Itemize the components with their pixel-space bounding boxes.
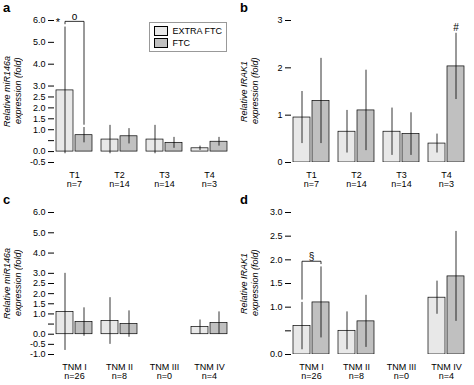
svg-text:2.0: 2.0	[33, 289, 46, 299]
html-text:b: b	[240, 0, 248, 15]
svg-text:1.0: 1.0	[33, 125, 46, 135]
html-text:a: a	[3, 0, 11, 15]
svg-text:TNM IIIn=0: TNM IIIn=0	[150, 362, 180, 381]
html-text:c: c	[3, 192, 11, 207]
svg-text:5.0: 5.0	[33, 228, 46, 238]
svg-text:1.5: 1.5	[33, 114, 46, 124]
svg-text:TNM IVn=4: TNM IVn=4	[431, 362, 462, 381]
svg-text:TNM In=26: TNM In=26	[62, 362, 87, 381]
svg-text:T4n=3: T4n=3	[202, 170, 217, 189]
svg-text:-1.0: -1.0	[30, 349, 46, 359]
svg-text:5.0: 5.0	[33, 37, 46, 47]
svg-text:TNM IVn=4: TNM IVn=4	[194, 362, 225, 381]
svg-text:#: #	[453, 22, 459, 33]
svg-text:2.5: 2.5	[33, 92, 46, 102]
svg-text:-0.5: -0.5	[30, 339, 46, 349]
svg-text:6.0: 6.0	[33, 15, 46, 25]
svg-text:T3n=14: T3n=14	[391, 170, 411, 189]
svg-text:T4n=3: T4n=3	[439, 170, 454, 189]
html-text:d: d	[240, 192, 248, 207]
svg-text:T2n=14: T2n=14	[346, 170, 366, 189]
svg-text:TNM IIIn=0: TNM IIIn=0	[387, 362, 417, 381]
svg-text:T3n=14: T3n=14	[154, 170, 174, 189]
html-text:EXTRA FTC: EXTRA FTC	[172, 26, 222, 36]
svg-text:2.5: 2.5	[33, 278, 46, 288]
svg-text:3.0: 3.0	[33, 81, 46, 91]
svg-text:2.0: 2.0	[270, 255, 283, 265]
svg-text:1.0: 1.0	[270, 302, 283, 312]
svg-text:0.0: 0.0	[33, 146, 46, 156]
svg-text:1: 1	[277, 110, 282, 120]
svg-text:o: o	[72, 11, 78, 22]
svg-text:3.0: 3.0	[33, 268, 46, 278]
svg-text:3: 3	[277, 15, 282, 25]
svg-text:*: *	[56, 16, 61, 28]
svg-text:6.0: 6.0	[33, 207, 46, 217]
svg-text:2.0: 2.0	[33, 103, 46, 113]
svg-text:1.5: 1.5	[270, 278, 283, 288]
svg-text:0: 0	[277, 157, 282, 167]
html-text:Relative miR146a expression (f: Relative miR146a expression (fold)	[2, 247, 23, 319]
html-text:FTC: FTC	[172, 38, 190, 48]
html-text:Relative IRAK1 expression (fol: Relative IRAK1 expression (fold)	[239, 249, 260, 317]
svg-text:3.0: 3.0	[270, 207, 283, 217]
svg-text:2: 2	[277, 63, 282, 73]
html-text:Relative IRAK1 expression (fol: Relative IRAK1 expression (fold)	[239, 57, 260, 125]
svg-text:1.5: 1.5	[33, 299, 46, 309]
svg-text:T1n=7: T1n=7	[67, 170, 82, 189]
svg-text:0.0: 0.0	[270, 349, 283, 359]
svg-text:4.0: 4.0	[33, 248, 46, 258]
svg-text:1.0: 1.0	[33, 309, 46, 319]
svg-text:4.0: 4.0	[33, 59, 46, 69]
svg-text:TNM IIn=8: TNM IIn=8	[106, 362, 133, 381]
svg-text:0.0: 0.0	[33, 329, 46, 339]
html-text:Relative miR146a expression (f: Relative miR146a expression (fold)	[2, 55, 23, 127]
svg-text:2.5: 2.5	[270, 231, 283, 241]
svg-text:TNM IIn=8: TNM IIn=8	[343, 362, 370, 381]
svg-text:§: §	[309, 251, 315, 262]
svg-text:T2n=14: T2n=14	[109, 170, 129, 189]
svg-text:T1n=7: T1n=7	[304, 170, 319, 189]
svg-text:-0.5: -0.5	[30, 157, 46, 167]
svg-text:TNM In=26: TNM In=26	[299, 362, 324, 381]
